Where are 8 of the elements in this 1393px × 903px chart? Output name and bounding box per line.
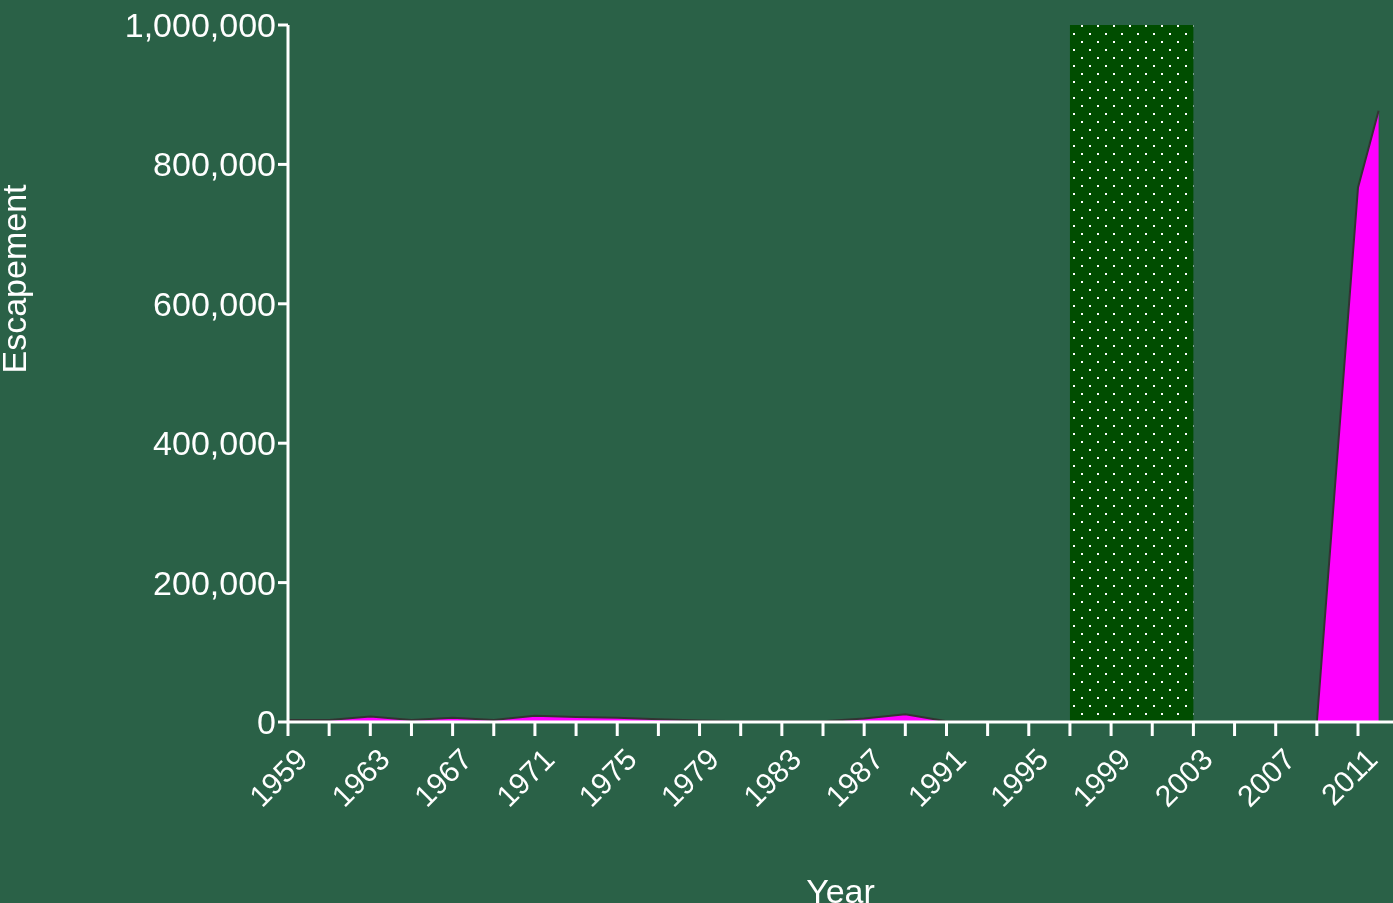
y-tick-label: 400,000 [153, 424, 276, 463]
y-tick-label: 800,000 [153, 145, 276, 184]
x-axis-title: Year [806, 872, 875, 903]
y-tick-label: 200,000 [153, 563, 276, 602]
y-tick-label: 600,000 [153, 284, 276, 323]
y-tick-label: 0 [257, 703, 276, 742]
y-tick-label: 1,000,000 [124, 6, 276, 45]
y-axis-title: Escapement [0, 183, 34, 374]
